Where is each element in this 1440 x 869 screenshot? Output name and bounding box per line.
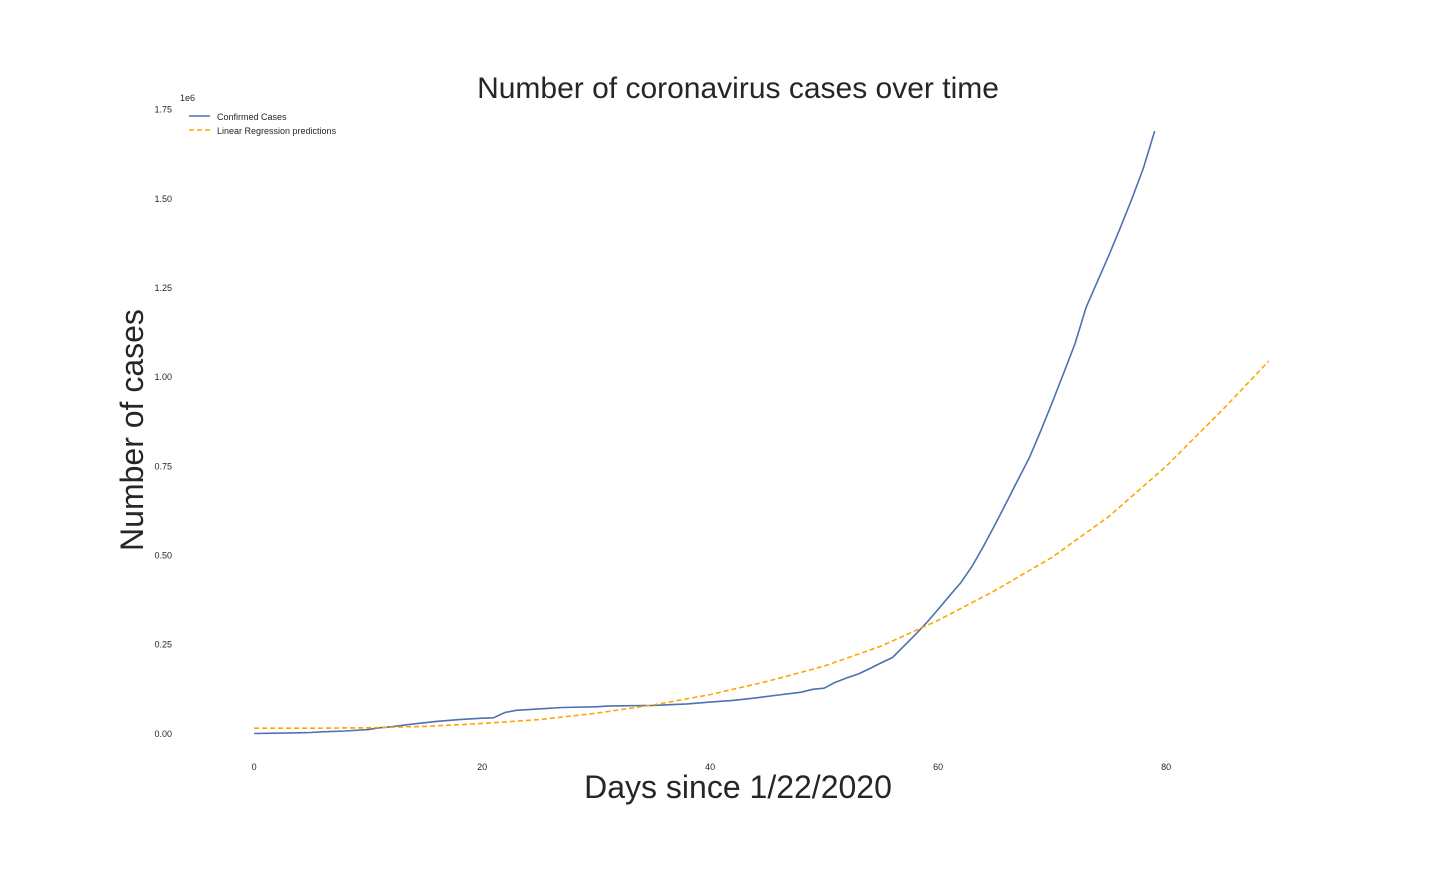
y-tick-label: 1.25: [154, 283, 172, 293]
y-tick-label: 1.75: [154, 105, 172, 115]
legend: Confirmed Cases Linear Regression predic…: [189, 112, 337, 136]
x-tick-label: 80: [1161, 762, 1171, 772]
series-layer: [254, 130, 1270, 735]
y-tick-label: 0.75: [154, 461, 172, 471]
x-tick-label: 0: [252, 762, 257, 772]
x-axis-label: Days since 1/22/2020: [584, 769, 892, 805]
y-tick-label: 0.50: [154, 551, 172, 561]
y-tick-label: 1.00: [154, 372, 172, 382]
y-tick-label: 1.50: [154, 194, 172, 204]
x-tick-label: 40: [705, 762, 715, 772]
x-axis-ticks: 0 20 40 60 80: [252, 762, 1172, 772]
chart-title: Number of coronavirus cases over time: [477, 72, 999, 105]
x-tick-label: 20: [477, 762, 487, 772]
y-axis-ticks: 0.00 0.25 0.50 0.75 1.00 1.25 1.50 1.75: [154, 105, 172, 739]
series-line-linear-regression: [254, 360, 1270, 730]
legend-label-linear-regression: Linear Regression predictions: [217, 126, 337, 136]
y-tick-label: 0.00: [154, 729, 172, 739]
x-tick-label: 60: [933, 762, 943, 772]
y-axis-offset-label: 1e6: [180, 93, 195, 103]
y-tick-label: 0.25: [154, 640, 172, 650]
y-axis-label: Number of cases: [114, 309, 150, 551]
legend-label-confirmed-cases: Confirmed Cases: [217, 112, 287, 122]
series-line-confirmed-cases: [254, 130, 1156, 735]
